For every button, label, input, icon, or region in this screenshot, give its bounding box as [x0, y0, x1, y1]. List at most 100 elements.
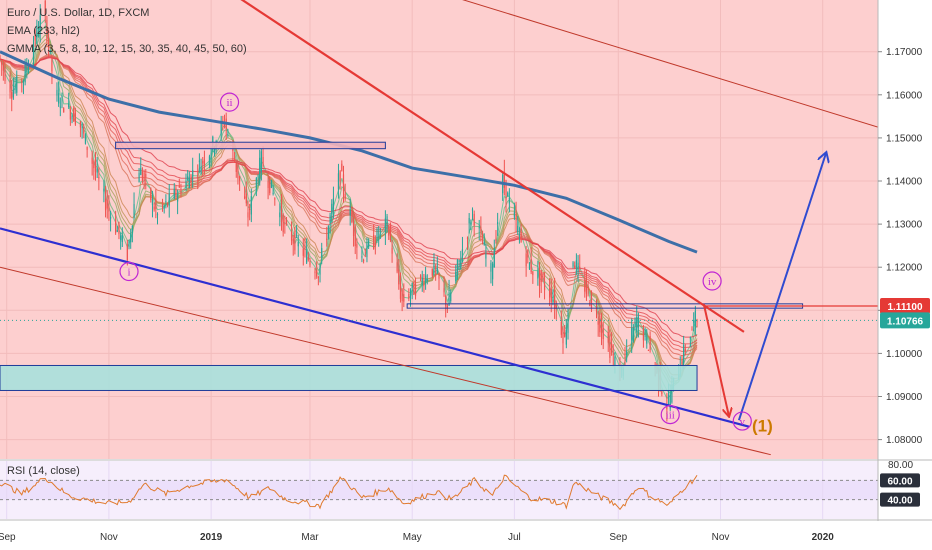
- candle-body: [316, 270, 318, 277]
- wave-label-iii: iii: [666, 410, 675, 422]
- candle-body: [409, 294, 412, 296]
- candle-body: [272, 192, 274, 194]
- wave-label-v: v: [740, 416, 746, 428]
- candle-body: [44, 0, 46, 15]
- candle-body: [490, 263, 492, 272]
- candle-body: [96, 168, 98, 173]
- candle-body: [401, 289, 403, 302]
- x-tick-label: Sep: [0, 532, 16, 543]
- candle-body: [259, 157, 261, 183]
- candle-body: [567, 310, 569, 333]
- candle-body: [671, 384, 673, 403]
- candle-body: [426, 279, 428, 282]
- candle-body: [292, 239, 294, 244]
- candle-body: [694, 310, 696, 327]
- candle-body: [202, 160, 204, 164]
- candle-body: [145, 174, 147, 178]
- candle-body: [314, 271, 316, 274]
- candle-body: [631, 327, 633, 341]
- candle-body: [339, 171, 341, 182]
- candle-body: [34, 34, 36, 41]
- candle-body: [309, 261, 311, 266]
- candle-body: [342, 174, 345, 191]
- candle-body: [450, 292, 452, 302]
- x-tick-label: 2019: [200, 532, 223, 543]
- wave-circle-iii: [660, 405, 680, 425]
- candle-body: [446, 306, 448, 309]
- candle-body: [414, 283, 417, 296]
- candle-body: [168, 193, 170, 206]
- candle-body: [27, 65, 30, 73]
- candle-body: [684, 348, 686, 352]
- ema-legend[interactable]: EMA (233, hl2): [7, 25, 80, 37]
- candle-body: [352, 218, 355, 237]
- candle-body: [575, 260, 577, 269]
- candle-body: [537, 271, 539, 279]
- candle-body: [413, 282, 415, 295]
- candle-body: [384, 218, 386, 233]
- rsi-badge-label-60: 60.00: [887, 476, 912, 487]
- candle-body: [297, 241, 299, 247]
- candle-body: [555, 305, 557, 310]
- candle-body: [515, 213, 517, 221]
- candle-body: [39, 15, 41, 31]
- candle-body: [483, 241, 485, 245]
- candle-body: [403, 294, 405, 302]
- wave-circle-ii: [219, 92, 240, 112]
- candle-body: [155, 199, 157, 210]
- candle-body: [210, 152, 212, 160]
- candle-body: [302, 248, 304, 256]
- candle-body: [562, 328, 564, 344]
- candle-body: [46, 19, 48, 42]
- candle-body: [150, 188, 152, 200]
- candle-body: [143, 172, 145, 182]
- candle-body: [59, 106, 61, 108]
- candle-body: [386, 216, 388, 224]
- candle-body: [58, 93, 60, 104]
- candle-body: [166, 203, 169, 206]
- rsi-line: [0, 474, 698, 511]
- candle-body: [507, 192, 509, 197]
- candle-body: [116, 229, 118, 232]
- y-tick-label: 1.09000: [886, 392, 923, 403]
- candle-body: [133, 204, 135, 219]
- candle-body: [540, 270, 542, 282]
- trendline-channel-upper: [462, 0, 878, 128]
- candle-body: [326, 238, 328, 240]
- candle-body: [565, 329, 567, 345]
- candle-body: [249, 208, 251, 211]
- candle-body: [332, 198, 335, 210]
- rsi-legend[interactable]: RSI (14, close): [7, 465, 80, 477]
- rsi-badge-label-40: 40.00: [887, 496, 912, 507]
- candle-body: [493, 248, 495, 268]
- candle-body: [424, 275, 427, 283]
- candle-body: [612, 354, 614, 356]
- candle-body: [666, 405, 668, 410]
- y-tick-label: 1.16000: [886, 90, 923, 101]
- candle-body: [61, 95, 63, 98]
- candle-body: [356, 243, 358, 248]
- y-tick-label: 1.12000: [886, 263, 923, 274]
- candle-body: [227, 134, 229, 136]
- candle-body: [517, 225, 519, 233]
- gmma-legend[interactable]: GMMA (3, 5, 8, 10, 12, 15, 30, 35, 40, 4…: [7, 43, 247, 55]
- trendline-downtrend-red: [240, 0, 745, 333]
- candle-body: [177, 194, 179, 202]
- candle-body: [634, 318, 636, 327]
- candle-body: [198, 160, 200, 162]
- candle-body: [274, 198, 276, 200]
- candle-body: [485, 253, 487, 259]
- trendline-support-blue: [0, 227, 750, 428]
- candle-body: [108, 206, 110, 212]
- candle-body: [552, 299, 554, 302]
- candle-body: [213, 147, 216, 153]
- candle-body: [63, 108, 65, 113]
- candle-body: [448, 292, 450, 306]
- candle-body: [197, 175, 199, 177]
- candle-body: [93, 161, 95, 169]
- candle-body: [222, 120, 224, 122]
- symbol-title[interactable]: Euro / U.S. Dollar, 1D, FXCM: [7, 7, 150, 19]
- candle-body: [528, 263, 531, 270]
